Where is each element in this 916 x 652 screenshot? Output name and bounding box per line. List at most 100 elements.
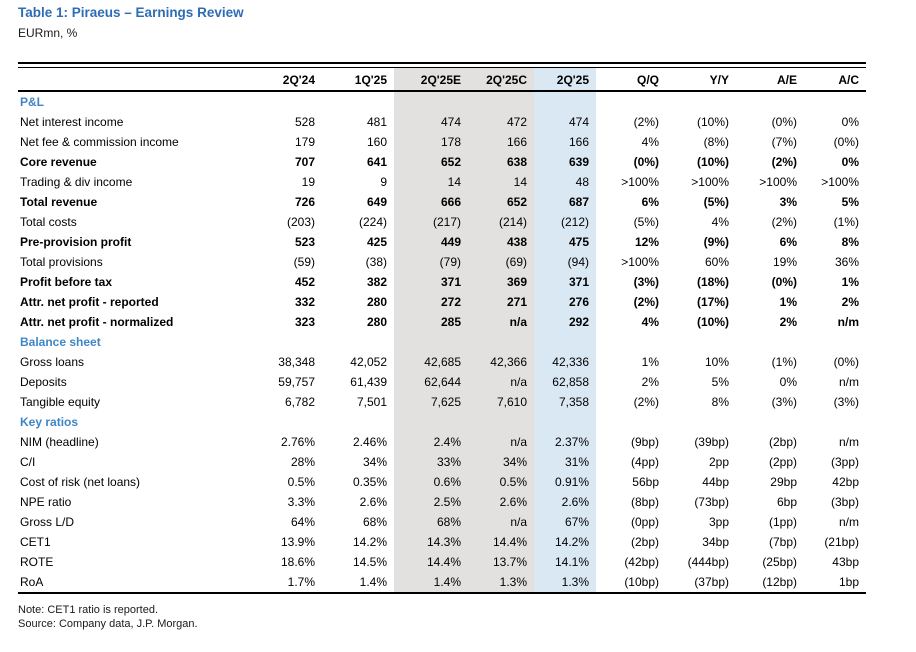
table-row: Total provisions (59) (38) (79) (69) (94) >100… — [18, 252, 866, 272]
cell: 44bp — [702, 475, 729, 489]
cell: 4% — [641, 135, 659, 149]
row-label: Total costs — [20, 215, 77, 229]
cell: 68% — [362, 515, 387, 529]
cell: (2%) — [633, 295, 659, 309]
cell: 323 — [294, 315, 315, 329]
cell: 8% — [711, 395, 729, 409]
cell: (10%) — [696, 155, 729, 169]
cell: 14.2% — [534, 532, 596, 552]
cell: (2pp) — [768, 455, 797, 469]
row-label-header — [18, 68, 260, 92]
column-header: A/E — [736, 68, 804, 92]
cell: 1% — [841, 275, 859, 289]
cell: (9bp) — [630, 435, 659, 449]
cell: 2% — [641, 375, 659, 389]
table-row: NPE ratio 3.3% 2.6% 2.5% 2.6% 2.6% (8bp) (73bp)… — [18, 492, 866, 512]
cell — [260, 91, 322, 112]
table-row: Tangible equity 6,782 7,501 7,625 7,610 7,358… — [18, 392, 866, 412]
table-row: ROTE 18.6% 14.5% 14.4% 13.7% 14.1% (42bp) (444b… — [18, 552, 866, 572]
cell — [596, 91, 666, 112]
cell: 14 — [468, 172, 534, 192]
cell: n/m — [838, 375, 859, 389]
cell: 19% — [772, 255, 797, 269]
cell: 332 — [294, 295, 315, 309]
row-label: Trading & div income — [20, 175, 133, 189]
table-row: NIM (headline) 2.76% 2.46% 2.4% n/a 2.37% (9bp… — [18, 432, 866, 452]
table-row: Pre-provision profit 523 425 449 438 475 12% (9… — [18, 232, 866, 252]
cell: 1.3% — [468, 572, 534, 592]
cell: (8bp) — [630, 495, 659, 509]
cell: 1.4% — [359, 575, 387, 589]
cell: 19 — [301, 175, 315, 189]
row-label: Deposits — [20, 375, 67, 389]
table-subtitle: EURmn, % — [18, 26, 78, 40]
cell: 5% — [711, 375, 729, 389]
cell: 2.46% — [352, 435, 387, 449]
cell: 4% — [641, 315, 659, 329]
row-label: NIM (headline) — [20, 435, 99, 449]
cell: 0.35% — [352, 475, 387, 489]
cell: 523 — [294, 235, 315, 249]
cell: 0% — [779, 375, 797, 389]
cell: 1.7% — [287, 575, 315, 589]
row-label: Attr. net profit - normalized — [20, 315, 174, 329]
cell: 3pp — [708, 515, 729, 529]
cell: 18.6% — [280, 555, 315, 569]
cell: (18%) — [696, 275, 729, 289]
column-header: 1Q'25 — [322, 68, 394, 92]
row-label: Core revenue — [20, 155, 97, 169]
column-header: 2Q'25 — [534, 68, 596, 92]
cell: (3%) — [771, 395, 797, 409]
cell: 0.5% — [287, 475, 315, 489]
cell: (224) — [358, 215, 387, 229]
cell: 43bp — [832, 555, 859, 569]
cell: 641 — [366, 155, 387, 169]
cell: (7%) — [771, 135, 797, 149]
cell: (59) — [293, 255, 315, 269]
cell: (4pp) — [630, 455, 659, 469]
cell: 276 — [534, 292, 596, 312]
cell: (0%) — [833, 355, 859, 369]
table-row: Trading & div income 19 9 14 14 48 >100% >100% >… — [18, 172, 866, 192]
cell — [322, 412, 394, 432]
cell — [468, 91, 534, 112]
cell: 475 — [534, 232, 596, 252]
cell: 6,782 — [284, 395, 315, 409]
cell: 14.2% — [352, 535, 387, 549]
cell — [394, 332, 468, 352]
row-label: NPE ratio — [20, 495, 72, 509]
table-top-rule — [18, 62, 866, 68]
cell: 68% — [394, 512, 468, 532]
column-header: A/C — [804, 68, 866, 92]
table-row: Net fee & commission income 179 160 178 166 1… — [18, 132, 866, 152]
cell: 687 — [534, 192, 596, 212]
cell: (17%) — [696, 295, 729, 309]
cell: (5%) — [703, 195, 729, 209]
row-label: Total revenue — [20, 195, 98, 209]
table-row: Cost of risk (net loans) 0.5% 0.35% 0.6% 0.5… — [18, 472, 866, 492]
cell: 2.4% — [394, 432, 468, 452]
row-label: CET1 — [20, 535, 51, 549]
section-label: Balance sheet — [20, 335, 101, 349]
cell: 639 — [534, 152, 596, 172]
cell — [666, 332, 736, 352]
cell: 34bp — [702, 535, 729, 549]
table-row: Attr. net profit - normalized 323 280 285 n/… — [18, 312, 866, 332]
cell: 28% — [290, 455, 315, 469]
cell: 0% — [841, 155, 859, 169]
row-label: Pre-provision profit — [20, 235, 132, 249]
cell: 3% — [779, 195, 797, 209]
table-body: P&L Net interest income 528 481 474 472 474 (2%… — [18, 91, 866, 592]
cell — [534, 332, 596, 352]
cell — [260, 412, 322, 432]
cell: 2.6% — [534, 492, 596, 512]
cell: 3.3% — [287, 495, 315, 509]
column-header: 2Q'25E — [394, 68, 468, 92]
table-source: Source: Company data, J.P. Morgan. — [18, 618, 198, 630]
section-label: P&L — [20, 95, 44, 109]
cell — [468, 332, 534, 352]
row-label: Gross loans — [20, 355, 85, 369]
table-row: Attr. net profit - reported 332 280 272 271 2… — [18, 292, 866, 312]
cell: (10%) — [696, 315, 729, 329]
